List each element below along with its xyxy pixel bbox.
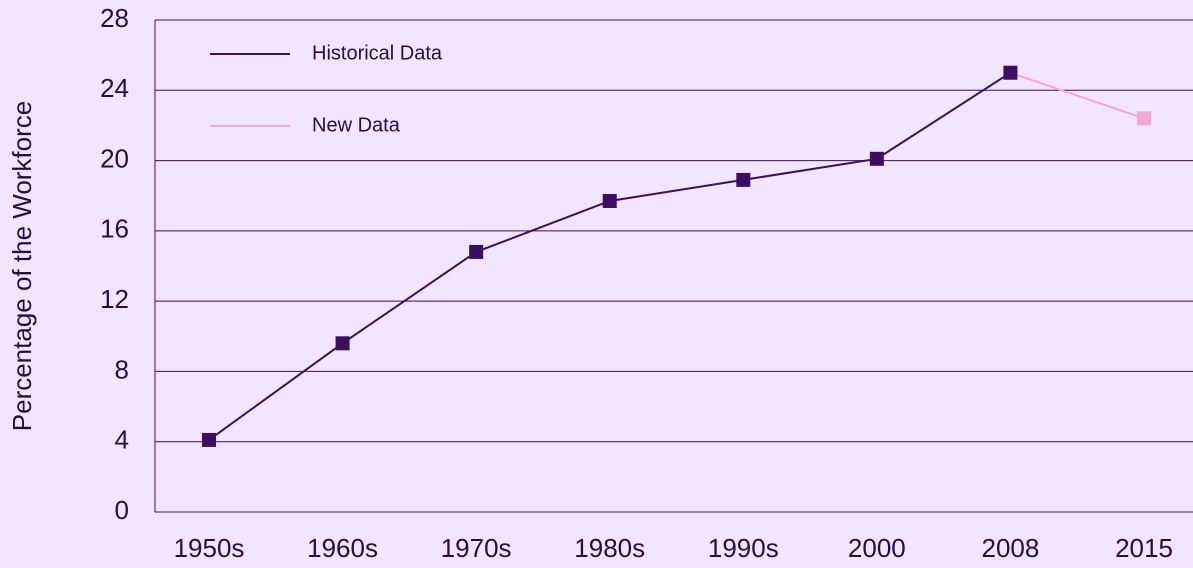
x-tick-label: 1990s <box>708 533 779 563</box>
series-line <box>1010 71 1145 120</box>
x-tick-label: 1970s <box>441 533 512 563</box>
y-tick-label: 16 <box>100 214 129 244</box>
point-marker <box>1137 111 1151 126</box>
y-tick-label: 4 <box>115 425 129 455</box>
x-tick-label: 1950s <box>174 533 245 563</box>
legend-label: New Data <box>312 114 401 136</box>
point-marker <box>469 244 484 259</box>
point-marker <box>736 172 751 187</box>
x-tick-label: 2008 <box>982 533 1040 563</box>
y-tick-label: 24 <box>100 73 129 103</box>
x-tick-label: 1960s <box>307 533 378 563</box>
y-axis-label: Percentage of the Workforce <box>7 101 37 431</box>
y-tick-label: 8 <box>115 354 129 384</box>
point-marker <box>202 432 216 447</box>
x-tick-label: 2015 <box>1115 533 1173 563</box>
y-tick-label: 12 <box>100 284 129 314</box>
y-tick-label: 28 <box>100 3 129 33</box>
x-tick-label: 2000 <box>848 533 906 563</box>
y-tick-label: 20 <box>100 143 129 173</box>
y-tick-label: 0 <box>115 495 129 525</box>
point-marker <box>869 151 884 166</box>
x-tick-label: 1980s <box>574 533 645 563</box>
point-marker <box>602 193 617 208</box>
point-marker <box>1003 65 1018 80</box>
point-marker <box>335 336 350 351</box>
legend-label: Historical Data <box>312 42 443 64</box>
